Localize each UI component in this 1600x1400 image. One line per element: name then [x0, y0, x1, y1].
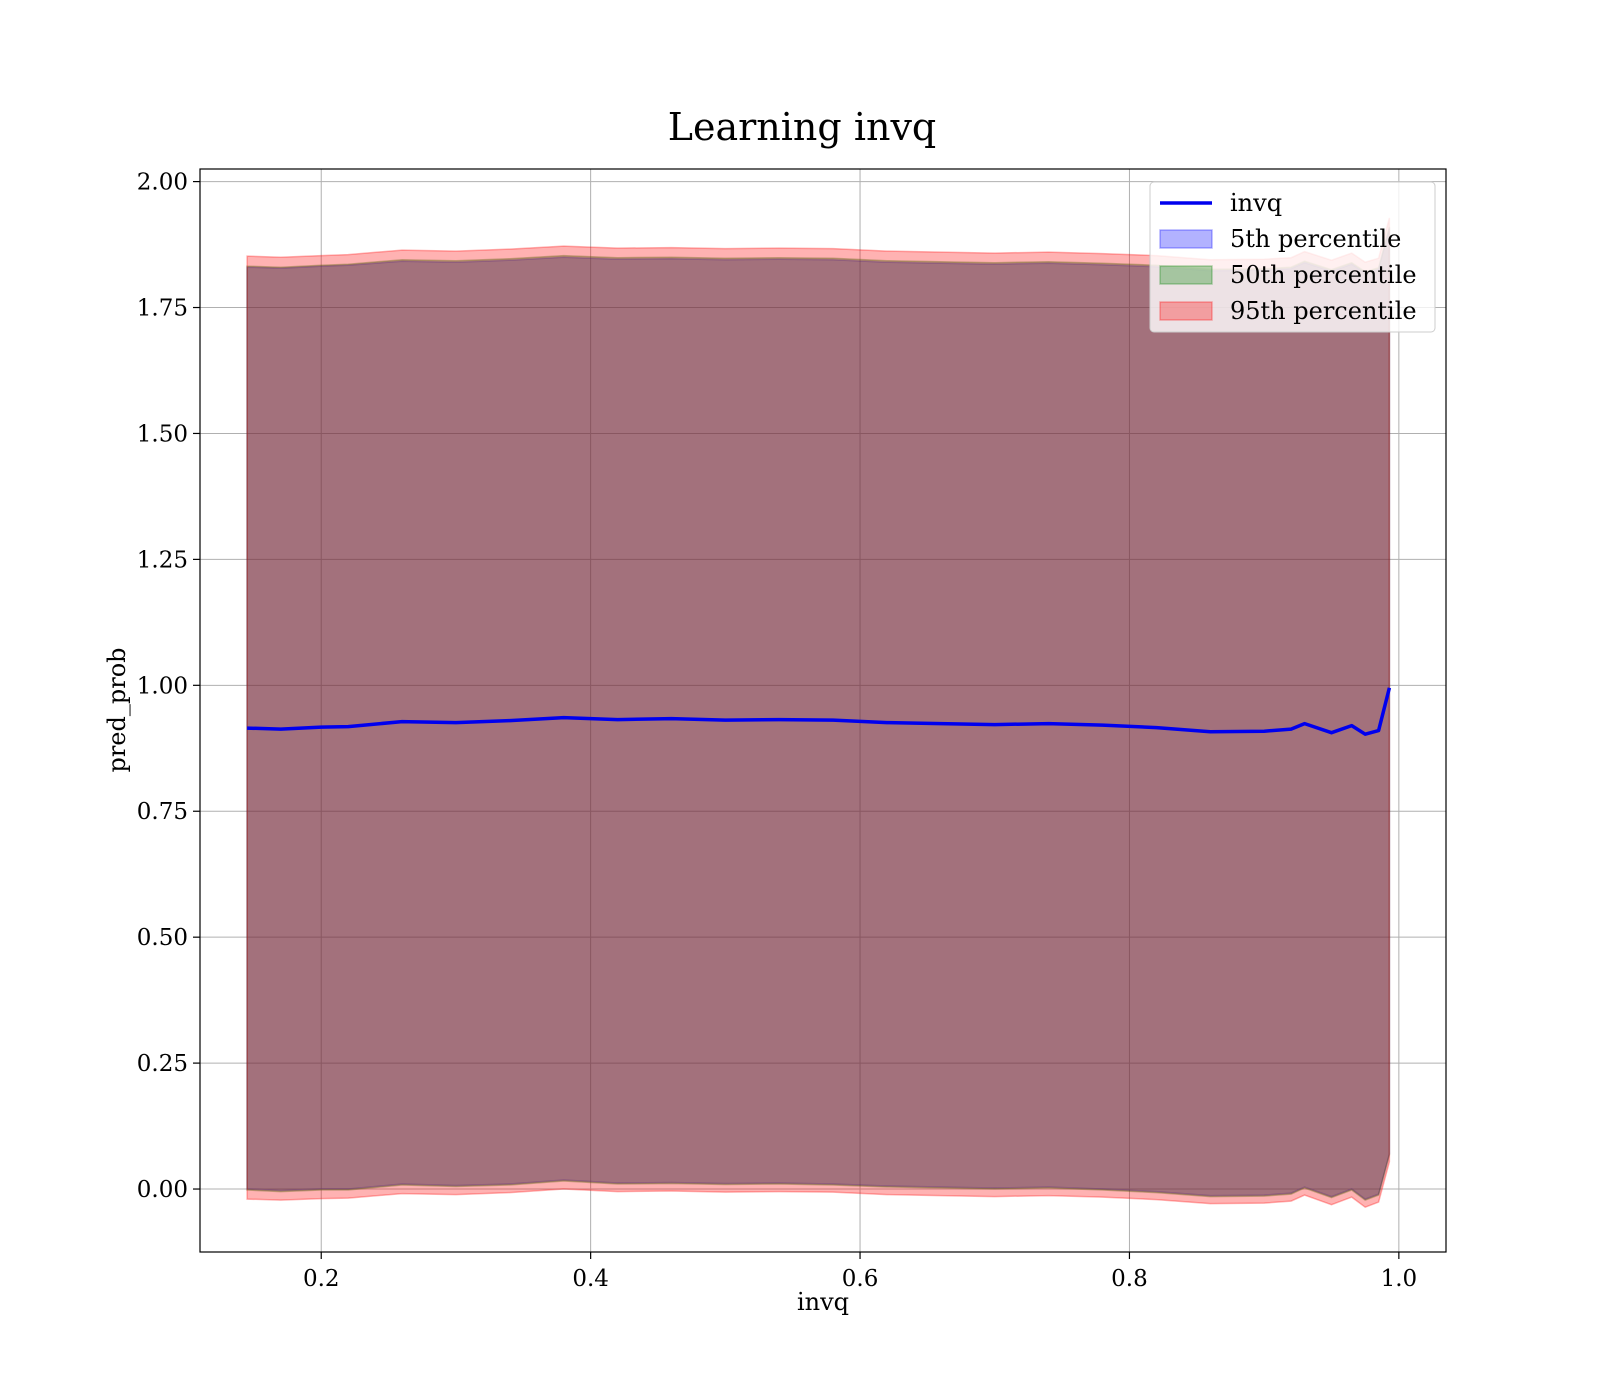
series-lines	[247, 687, 1392, 736]
legend: invq 5th percentile 50th percentile 95th pe…	[1149, 181, 1436, 333]
y-axis-label: pred_prob	[103, 647, 131, 772]
x-tick-label: 0.2	[303, 1266, 340, 1292]
legend-label: invq	[1230, 189, 1282, 217]
band-95th-percentile	[246, 217, 1391, 1209]
legend-patch-swatch	[1159, 229, 1213, 249]
y-tick-label: 0.25	[137, 1051, 188, 1077]
legend-patch-swatch	[1159, 301, 1213, 321]
y-tick-label: 0.75	[137, 799, 188, 825]
x-tick-label: 0.6	[842, 1266, 879, 1292]
legend-label: 5th percentile	[1230, 225, 1401, 253]
legend-box	[1149, 181, 1436, 333]
y-tick-label: 2.00	[137, 170, 188, 196]
axis-ticks: 0.2 0.4 0.6 0.8 1.0 0.00 0.25 0.50 0.75 1.00 1.25 1…	[137, 170, 1417, 1292]
y-tick-label: 1.25	[137, 547, 188, 573]
x-tick-label: 0.8	[1111, 1266, 1148, 1292]
percentile-bands	[246, 217, 1391, 1209]
x-axis-label: invq	[797, 1288, 849, 1316]
y-tick-label: 1.50	[137, 421, 188, 447]
legend-entry: 5th percentile	[1159, 225, 1401, 253]
legend-label: 50th percentile	[1230, 261, 1417, 289]
legend-entry: invq	[1160, 189, 1282, 217]
legend-label: 95th percentile	[1230, 297, 1417, 325]
band-50th-percentile	[246, 226, 1391, 1201]
y-tick-label: 1.75	[137, 296, 188, 322]
series-line-invq	[247, 687, 1392, 736]
legend-entry: 50th percentile	[1159, 261, 1417, 289]
plot-frame	[199, 168, 1447, 1253]
x-tick-label: 0.4	[572, 1266, 609, 1292]
band-5th-percentile	[246, 228, 1391, 1200]
y-tick-label: 0.00	[137, 1177, 188, 1203]
y-tick-label: 0.50	[137, 925, 188, 951]
x-tick-label: 1.0	[1381, 1266, 1418, 1292]
chart-title: Learning invq	[668, 105, 936, 149]
legend-patch-swatch	[1159, 265, 1213, 285]
legend-entry: 95th percentile	[1159, 297, 1417, 325]
y-tick-label: 1.00	[137, 673, 188, 699]
